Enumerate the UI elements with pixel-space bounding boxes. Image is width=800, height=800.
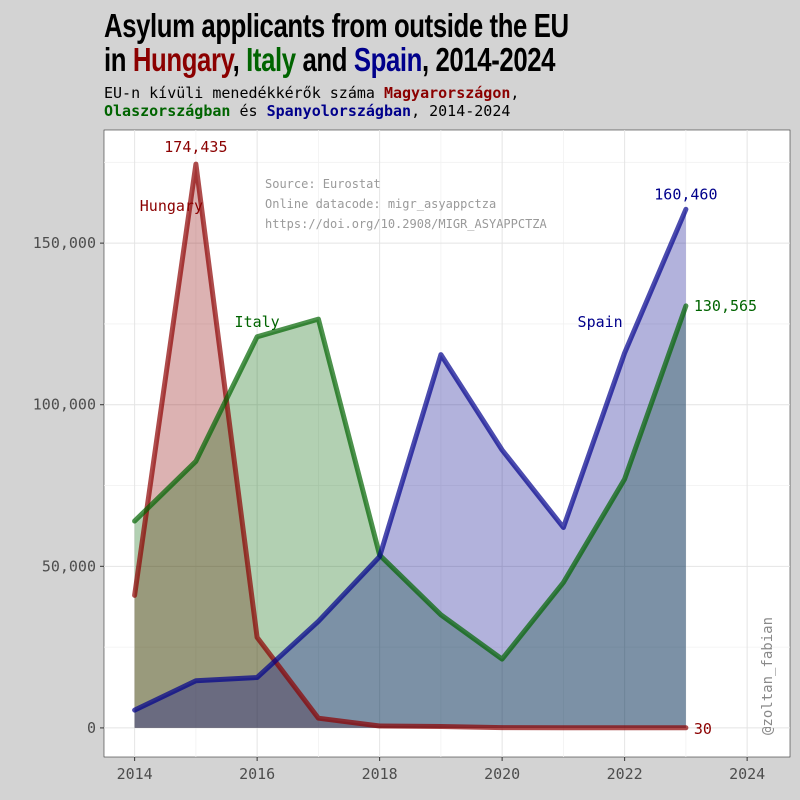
y-tick-label: 100,000	[33, 396, 96, 414]
hungary-peak-label: 174,435	[164, 138, 227, 156]
x-tick-label: 2018	[362, 765, 398, 783]
subtitle-line-2: Olaszországban és Spanyolországban, 2014…	[104, 102, 510, 120]
title-hungary: Hungary	[132, 41, 233, 78]
title-italy: Italy	[246, 41, 296, 78]
chart-title-line-1: Asylum applicants from outside the EU	[104, 8, 569, 44]
title-suffix: , 2014-2024	[421, 41, 556, 78]
subtitle-hungary: Magyarországon	[383, 84, 511, 102]
y-tick-label: 50,000	[42, 557, 96, 575]
spain-end-label: 160,460	[654, 185, 717, 203]
source-line-2: Online datacode: migr_asyappctza	[265, 197, 496, 211]
hungary-end-label: 30	[694, 720, 712, 738]
spain-line	[132, 206, 689, 713]
x-tick-label: 2024	[729, 765, 765, 783]
x-tick-label: 2020	[484, 765, 520, 783]
y-tick-label: 0	[87, 719, 96, 737]
hungary-series-label: Hungary	[140, 197, 203, 215]
title-spain: Spain	[353, 41, 423, 78]
source-line-3: https://doi.org/10.2908/MIGR_ASYAPPCTZA	[265, 217, 548, 231]
spain-series-label: Spain	[578, 313, 623, 331]
title-prefix: in	[104, 41, 133, 78]
x-tick-label: 2014	[117, 765, 153, 783]
x-tick-label: 2016	[239, 765, 275, 783]
title-sep-2: and	[295, 41, 354, 78]
subtitle-spain: Spanyolországban	[266, 102, 412, 120]
x-tick-label: 2022	[607, 765, 643, 783]
subtitle-prefix: EU-n kívüli menedékkérők száma	[104, 84, 384, 102]
italy-series-label: Italy	[235, 313, 280, 331]
italy-end-label: 130,565	[694, 297, 757, 315]
subtitle-suffix: , 2014-2024	[411, 102, 511, 120]
subtitle-italy: Olaszországban	[104, 102, 231, 120]
subtitle-line-1: EU-n kívüli menedékkérők száma Magyarors…	[104, 84, 519, 102]
subtitle-and: és	[230, 102, 267, 120]
chart-title-line-2: in Hungary, Italy and Spain, 2014-2024	[104, 42, 555, 78]
axis-ticks: 2014 2016 2018 2020 2022 2024 0 50,000 100,000 15…	[33, 234, 765, 783]
subtitle-comma: ,	[510, 84, 520, 102]
italy-area	[134, 305, 686, 728]
source-line-1: Source: Eurostat	[265, 177, 381, 191]
series-lines	[132, 161, 689, 731]
title-sep-1: ,	[232, 41, 247, 78]
title-text-1: Asylum applicants from outside the EU	[104, 7, 569, 44]
italy-line	[132, 303, 689, 662]
source-note: Source: Eurostat Online datacode: migr_a…	[265, 177, 548, 231]
series-labels: 174,435 Hungary 30 Italy 130,565 Spain 160,460	[140, 138, 757, 738]
y-tick-label: 150,000	[33, 234, 96, 252]
watermark: @zoltan_fabian	[760, 617, 776, 735]
